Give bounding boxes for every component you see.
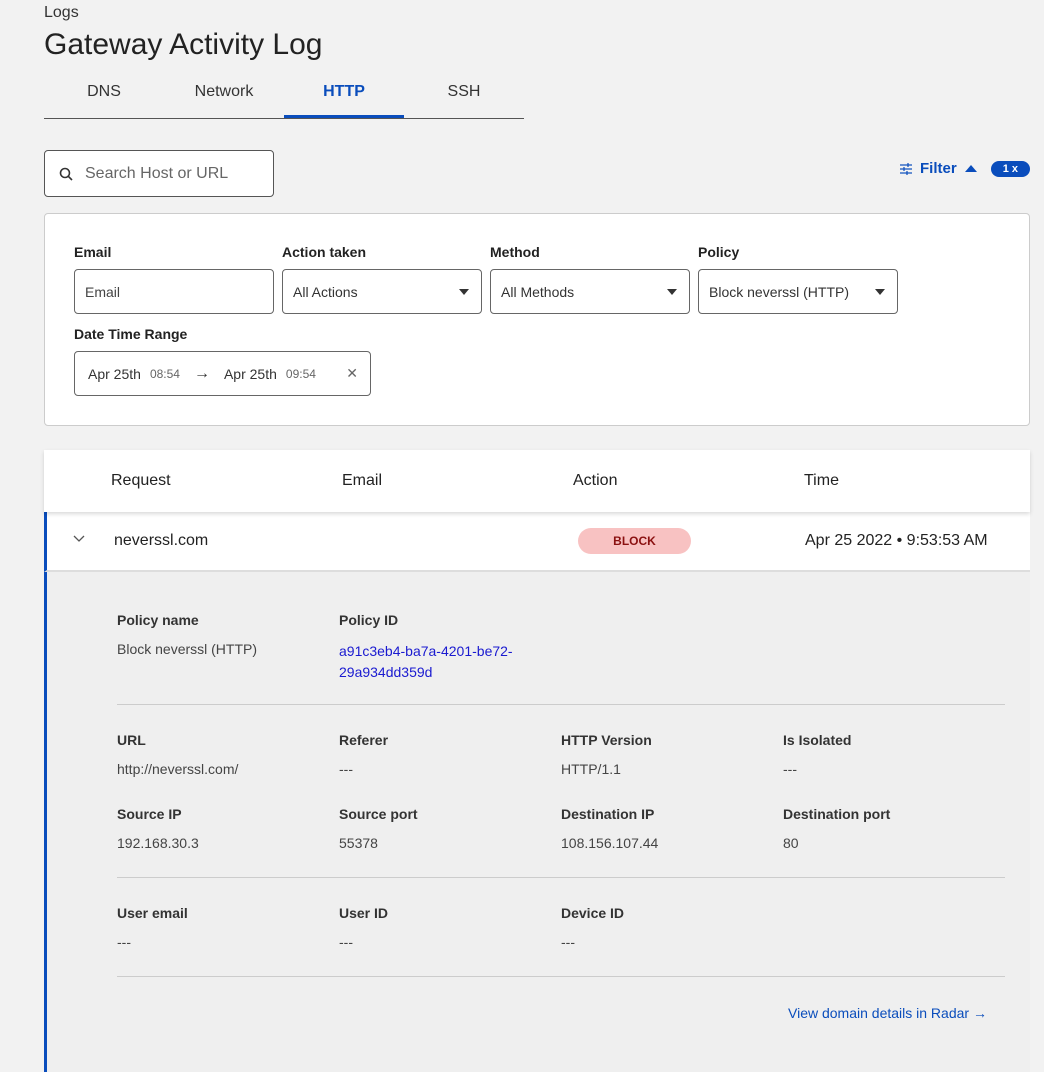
search-placeholder: Search Host or URL bbox=[85, 164, 229, 182]
policy-id-label: Policy ID bbox=[339, 612, 399, 628]
search-input[interactable]: Search Host or URL bbox=[44, 150, 274, 197]
source-ip-label: Source IP bbox=[117, 806, 182, 822]
date-range-picker[interactable]: Apr 25th 08:54 → Apr 25th 09:54 ✕ bbox=[74, 351, 371, 396]
divider bbox=[117, 877, 1005, 878]
filter-label: Filter bbox=[920, 160, 957, 177]
http-version-value: HTTP/1.1 bbox=[561, 761, 621, 777]
tab-dns[interactable]: DNS bbox=[87, 83, 121, 100]
policy-select[interactable]: Block neverssl (HTTP) bbox=[698, 269, 898, 314]
breadcrumb[interactable]: Logs bbox=[44, 4, 79, 21]
log-table: Request Email Action Time neverssl.com B… bbox=[44, 450, 1030, 1072]
table-header: Request Email Action Time bbox=[44, 450, 1030, 512]
chevron-down-icon[interactable] bbox=[73, 530, 85, 548]
user-id-label: User ID bbox=[339, 905, 389, 921]
device-id-label: Device ID bbox=[561, 905, 625, 921]
email-label: Email bbox=[74, 244, 112, 260]
email-field[interactable]: Email bbox=[74, 269, 274, 314]
col-time[interactable]: Time bbox=[804, 472, 839, 489]
filter-toggle[interactable]: Filter 1 x bbox=[900, 160, 1030, 177]
method-value: All Methods bbox=[501, 283, 575, 300]
from-time: 08:54 bbox=[149, 366, 180, 381]
filter-count-badge[interactable]: 1 x bbox=[990, 160, 1030, 177]
policy-id-link[interactable]: a91c3eb4-ba7a-4201-be72- 29a934dd359d bbox=[339, 641, 513, 683]
action-select[interactable]: All Actions bbox=[282, 269, 482, 314]
date-range-label: Date Time Range bbox=[74, 326, 188, 342]
arrow-right-icon: → bbox=[193, 364, 210, 382]
chevron-down-icon bbox=[875, 289, 885, 295]
method-select[interactable]: All Methods bbox=[490, 269, 690, 314]
method-label: Method bbox=[490, 244, 540, 260]
radar-link[interactable]: View domain details in Radar → bbox=[788, 1005, 987, 1021]
policy-id-line1[interactable]: a91c3eb4-ba7a-4201-be72- bbox=[339, 643, 513, 659]
policy-name-label: Policy name bbox=[117, 612, 199, 628]
status-badge: BLOCK bbox=[578, 528, 691, 554]
action-label: Action taken bbox=[282, 244, 367, 260]
page-title: Gateway Activity Log bbox=[44, 28, 323, 61]
source-port-label: Source port bbox=[339, 806, 418, 822]
policy-name-value: Block neverssl (HTTP) bbox=[117, 641, 258, 657]
sliders-icon bbox=[900, 162, 913, 175]
from-date: Apr 25th bbox=[88, 365, 141, 382]
referer-value: --- bbox=[339, 761, 353, 777]
user-email-value: --- bbox=[117, 934, 131, 950]
row-detail: Policy name Block neverssl (HTTP) Policy… bbox=[44, 572, 1030, 1072]
policy-value: Block neverssl (HTTP) bbox=[709, 283, 850, 300]
is-isolated-label: Is Isolated bbox=[783, 732, 852, 748]
source-ip-value: 192.168.30.3 bbox=[117, 835, 199, 851]
tab-ssh[interactable]: SSH bbox=[447, 83, 481, 100]
is-isolated-value: --- bbox=[783, 761, 797, 777]
action-value: All Actions bbox=[293, 283, 358, 300]
row-time: Apr 25 2022 • 9:53:53 AM bbox=[805, 532, 988, 549]
destination-port-label: Destination port bbox=[783, 806, 891, 822]
http-version-label: HTTP Version bbox=[561, 732, 652, 748]
tab-network[interactable]: Network bbox=[194, 83, 254, 100]
device-id-value: --- bbox=[561, 934, 575, 950]
destination-ip-value: 108.156.107.44 bbox=[561, 835, 659, 851]
user-email-label: User email bbox=[117, 905, 188, 921]
destination-port-value: 80 bbox=[783, 835, 799, 851]
search-icon bbox=[59, 167, 73, 181]
url-label: URL bbox=[117, 732, 146, 748]
to-date: Apr 25th bbox=[223, 365, 277, 382]
chevron-down-icon bbox=[459, 289, 469, 295]
divider bbox=[117, 704, 1005, 705]
divider bbox=[117, 976, 1005, 977]
user-id-value: --- bbox=[339, 934, 353, 950]
clear-icon[interactable]: ✕ bbox=[346, 365, 358, 381]
tab-http[interactable]: HTTP bbox=[284, 74, 404, 118]
filter-panel: Email Email Action taken All Actions Met… bbox=[44, 213, 1030, 426]
policy-id-line2[interactable]: 29a934dd359d bbox=[339, 664, 433, 680]
url-value: http://neverssl.com/ bbox=[117, 761, 239, 777]
referer-label: Referer bbox=[339, 732, 389, 748]
table-row[interactable]: neverssl.com BLOCK Apr 25 2022 • 9:53:53… bbox=[44, 512, 1030, 572]
source-port-value: 55378 bbox=[339, 835, 378, 851]
chevron-down-icon bbox=[667, 289, 677, 295]
col-email[interactable]: Email bbox=[342, 472, 383, 489]
destination-ip-label: Destination IP bbox=[561, 806, 655, 822]
col-action[interactable]: Action bbox=[573, 472, 618, 489]
col-request[interactable]: Request bbox=[111, 472, 171, 489]
request-host: neverssl.com bbox=[114, 532, 209, 549]
to-time: 09:54 bbox=[285, 366, 316, 381]
tab-bar: DNS Network HTTP SSH bbox=[44, 74, 524, 119]
caret-up-icon bbox=[964, 165, 977, 172]
policy-label: Policy bbox=[698, 244, 740, 260]
